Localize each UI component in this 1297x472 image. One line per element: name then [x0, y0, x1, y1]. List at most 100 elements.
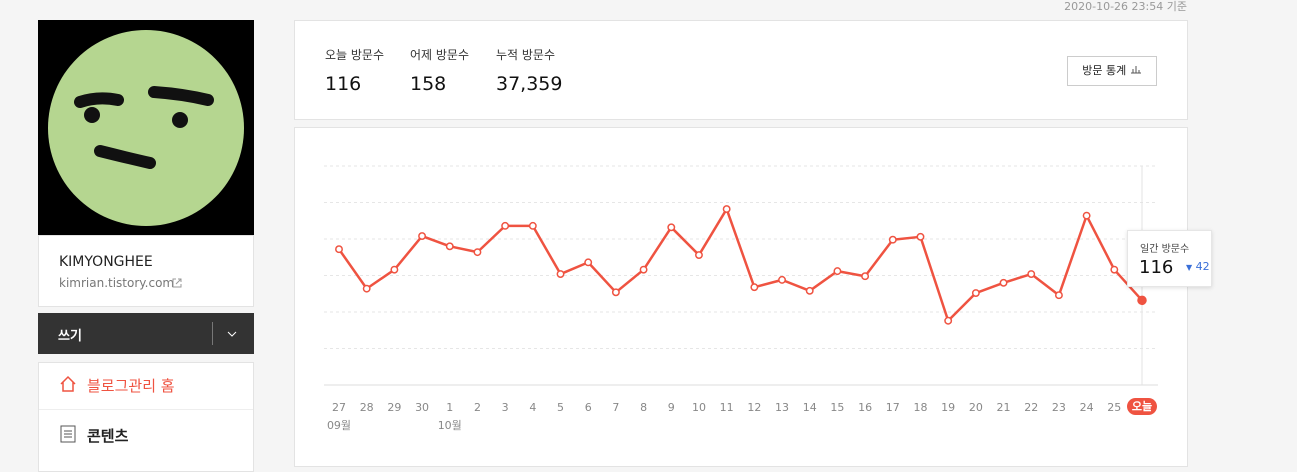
point [695, 251, 703, 260]
stat-value: 37,359 [496, 73, 563, 95]
x-tick-label: 17 [886, 401, 900, 414]
tooltip: 일간 방문수 116 ▼ 42 [1127, 230, 1212, 287]
x-tick-label: 10 [692, 401, 706, 414]
chart-icon [1130, 66, 1141, 74]
x-tick-label: 14 [803, 401, 817, 414]
stats-button-label: 방문 통계 [1082, 64, 1127, 77]
chart-card: 27 28 29 30 1 2 3 4 5 6 7 8 9 10 11 12 13 14 15 16 17 18 19 20 2… [294, 127, 1212, 467]
x-tick-label: 28 [360, 401, 374, 414]
point [1027, 270, 1036, 278]
x-tick-label: 21 [997, 401, 1011, 414]
x-tick-label: 22 [1024, 401, 1038, 414]
x-tick-label: 29 [387, 401, 401, 414]
month-label: 10월 [438, 419, 462, 432]
point [1137, 295, 1147, 306]
point [999, 278, 1008, 287]
point [1054, 291, 1063, 300]
today-pill [1127, 398, 1157, 415]
x-tick-label: 4 [529, 401, 536, 414]
x-tick-label: 20 [969, 401, 983, 414]
chart: 27 28 29 30 1 2 3 4 5 6 7 8 9 10 11 12 13 14 15 16 17 18 19 20 2… [324, 165, 1158, 432]
stat: 오늘 방문수 116 [325, 46, 384, 95]
tooltip-change: ▼ 42 [1186, 260, 1210, 273]
point [667, 223, 676, 232]
x-tick-label: 23 [1052, 401, 1066, 414]
month-label: 09월 [327, 419, 351, 432]
menu-item[interactable]: 블로그관리 홈 [87, 377, 175, 395]
x-tick-label: 15 [830, 401, 844, 414]
x-tick-label: 25 [1107, 401, 1121, 414]
x-tick-label: 9 [668, 401, 675, 414]
point [971, 289, 980, 297]
write-label: 쓰기 [58, 329, 82, 344]
stat-label: 오늘 방문수 [325, 48, 385, 62]
x-tick-label: 5 [557, 401, 564, 414]
home-icon [60, 375, 76, 392]
line [337, 207, 1143, 323]
stats-card: 오늘 방문수 116 어제 방문수 158 누적 방문수 37,359 방문 통계 [294, 20, 1188, 120]
point [888, 235, 897, 244]
stats-button[interactable]: 방문 통계 [1067, 56, 1157, 86]
point [778, 275, 786, 284]
external-link-icon [172, 278, 182, 288]
point [1082, 211, 1091, 220]
write-button[interactable]: 쓰기 [38, 313, 254, 354]
profile-card: KIMYONGHEE kimrian.tistory.com [38, 235, 254, 307]
point [916, 232, 925, 241]
avatar-image [48, 30, 244, 226]
point [944, 316, 953, 325]
point [445, 242, 454, 251]
x-tick-label: 11 [720, 401, 734, 414]
dropdown-icon[interactable] [226, 329, 238, 339]
point [556, 270, 565, 278]
point [833, 267, 842, 276]
point [611, 288, 620, 297]
point [805, 286, 814, 295]
x-tick-label: 12 [747, 401, 761, 414]
point [528, 221, 537, 230]
x-tick-label: 7 [612, 401, 619, 414]
tooltip-change-value: 42 [1195, 260, 1210, 273]
point [861, 272, 870, 281]
x-tick-label: 13 [775, 401, 789, 414]
point [501, 221, 510, 230]
x-tick-label: 16 [858, 401, 872, 414]
x-tick-label: 8 [640, 401, 647, 414]
blog-name: KIMYONGHEE [59, 254, 153, 270]
stat-value: 158 [410, 73, 447, 95]
point [335, 245, 343, 254]
stat: 누적 방문수 37,359 [496, 46, 562, 95]
tooltip-value: 116 [1139, 257, 1174, 278]
timestamp: 2020-10-26 23:54 기준 [1064, 0, 1187, 13]
x-tick-label: 19 [941, 401, 955, 414]
stat-value: 116 [325, 73, 362, 95]
point [722, 205, 731, 214]
content-icon [60, 425, 76, 443]
point [750, 283, 759, 292]
x-tick-label: 27 [332, 401, 346, 414]
tooltip-title: 일간 방문수 [1140, 244, 1190, 255]
point [584, 258, 593, 267]
x-tick-label: 18 [913, 401, 927, 414]
point [418, 232, 427, 241]
page: {"header": {"timestamp": "2020-10-26 23:… [38, 0, 1212, 472]
x-tick-label: 3 [502, 401, 509, 414]
stat: 어제 방문수 158 [410, 46, 469, 95]
point [473, 248, 482, 257]
point [639, 265, 648, 274]
x-tick-label: 6 [585, 401, 592, 414]
stat-label: 어제 방문수 [410, 48, 470, 62]
x-tick-label: 30 [415, 401, 429, 414]
point [362, 284, 371, 293]
point [390, 265, 399, 274]
x-tick-label: 24 [1080, 401, 1094, 414]
x-tick-label: 오늘 [1132, 400, 1152, 413]
point [1110, 265, 1119, 274]
menu-item[interactable]: 콘텐츠 [87, 427, 129, 445]
stat-label: 누적 방문수 [496, 48, 556, 62]
blog-url[interactable]: kimrian.tistory.com [59, 276, 175, 290]
x-tick-label: 1 [446, 401, 453, 414]
avatar [38, 20, 254, 235]
x-tick-label: 2 [474, 401, 481, 414]
menu: 블로그관리 홈 콘텐츠 [38, 362, 254, 472]
